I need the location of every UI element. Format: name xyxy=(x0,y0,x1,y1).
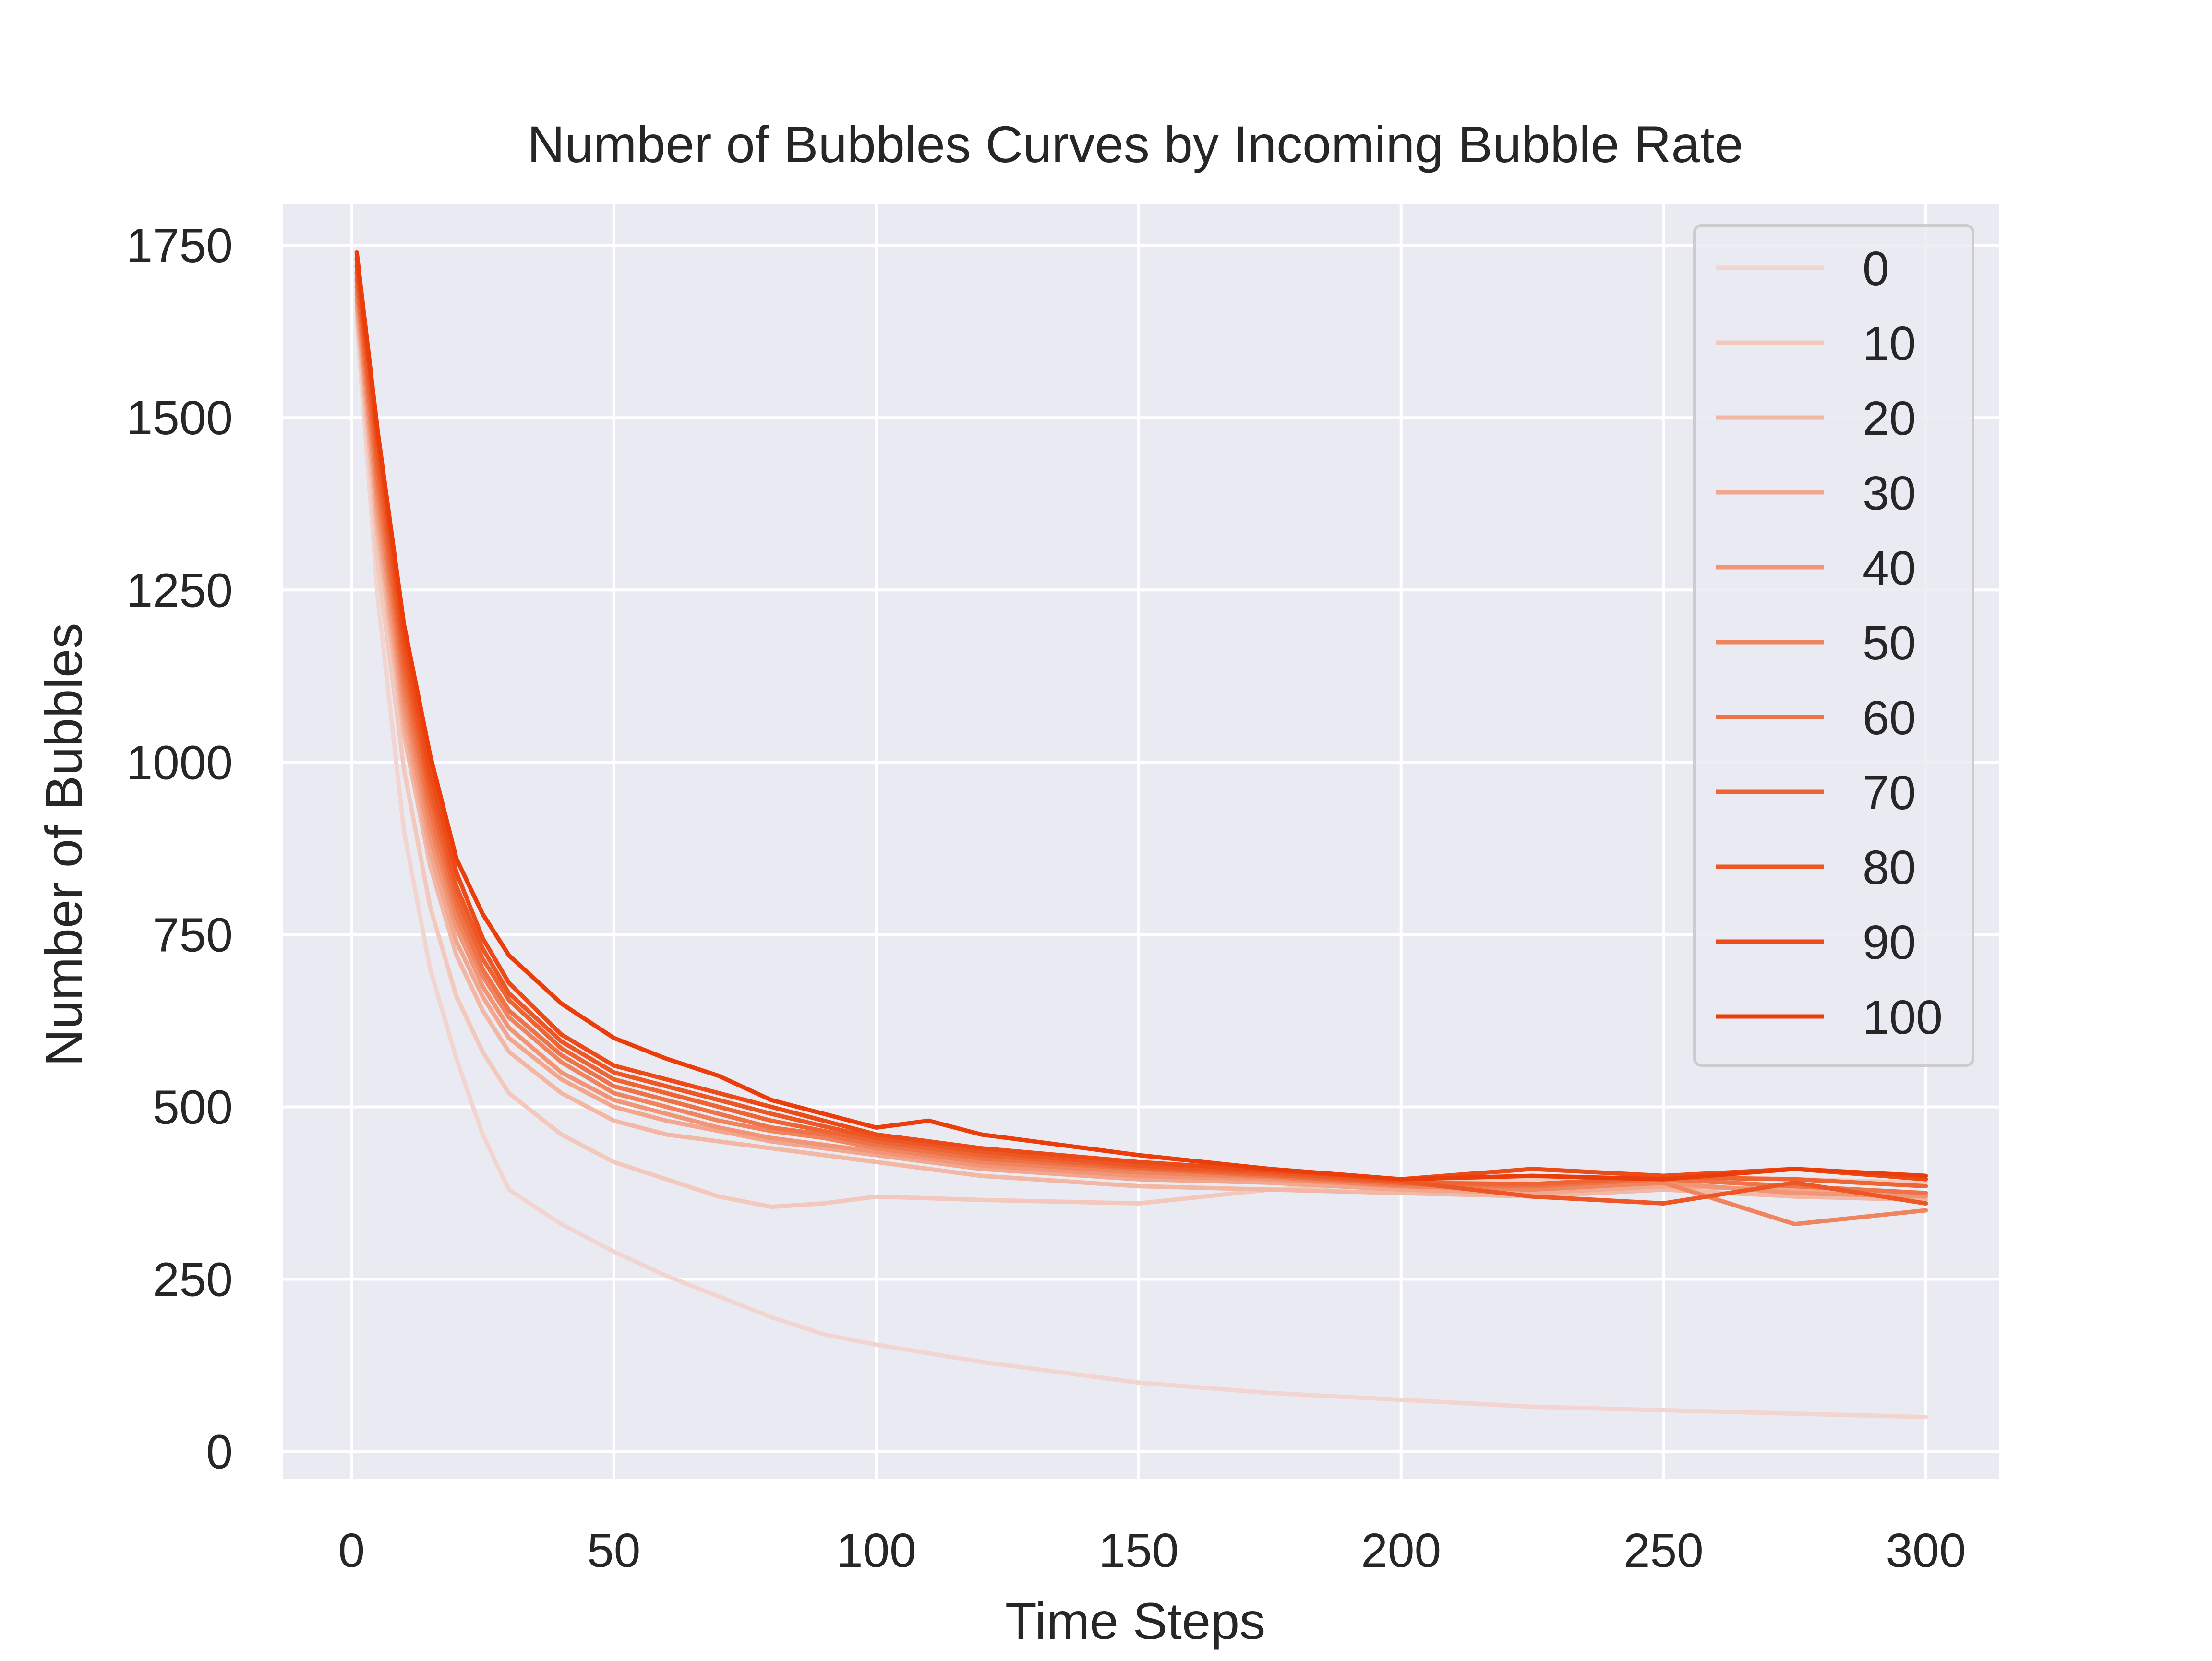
x-tick-label: 200 xyxy=(1361,1524,1441,1577)
y-tick-label: 750 xyxy=(153,908,233,962)
series-line-20 xyxy=(354,305,1928,1202)
legend-label: 40 xyxy=(1863,541,1916,595)
y-tick-label: 1250 xyxy=(126,563,233,617)
legend-label: 60 xyxy=(1863,691,1916,745)
chart-title: Number of Bubbles Curves by Incoming Bub… xyxy=(527,115,1743,173)
series-line-70 xyxy=(354,271,1928,1189)
series-line-30 xyxy=(354,298,1928,1199)
y-tick-label: 1750 xyxy=(126,219,233,273)
series-line-0 xyxy=(354,319,1928,1420)
y-tick-label: 250 xyxy=(153,1253,233,1306)
legend-label: 30 xyxy=(1863,466,1916,520)
series-line-90 xyxy=(354,257,1928,1182)
y-axis-label: Number of Bubbles xyxy=(35,623,93,1067)
legend-box xyxy=(1693,224,1974,1067)
y-tick-label: 0 xyxy=(206,1425,233,1479)
x-axis-label: Time Steps xyxy=(1005,1592,1265,1650)
series-line-80 xyxy=(354,263,1928,1206)
x-tick-label: 0 xyxy=(338,1524,365,1577)
x-tick-label: 300 xyxy=(1886,1524,1966,1577)
legend-label: 80 xyxy=(1863,841,1916,895)
x-tick-label: 50 xyxy=(587,1524,640,1577)
legend-label: 10 xyxy=(1863,317,1916,370)
series-lines xyxy=(354,250,1928,1420)
legend-label: 50 xyxy=(1863,616,1916,670)
legend: 0 10 20 30 40 50 60 70 80 90 100 xyxy=(1693,224,1974,1067)
series-line-100 xyxy=(354,250,1928,1182)
y-tick-label: 500 xyxy=(153,1080,233,1134)
legend-label: 0 xyxy=(1863,242,1889,296)
legend-label: 100 xyxy=(1863,991,1943,1044)
x-tick-label: 100 xyxy=(836,1524,916,1577)
series-line-10 xyxy=(354,312,1928,1209)
y-tick-label: 1500 xyxy=(126,391,233,445)
legend-label: 90 xyxy=(1863,916,1916,969)
legend-label: 20 xyxy=(1863,392,1916,445)
y-tick-label: 1000 xyxy=(126,736,233,789)
legend-label: 70 xyxy=(1863,766,1916,820)
tick-labels: 0 50 100 150 200 250 3000250500750100012501500… xyxy=(126,219,1966,1577)
x-tick-label: 250 xyxy=(1623,1524,1704,1577)
x-tick-label: 150 xyxy=(1099,1524,1179,1577)
